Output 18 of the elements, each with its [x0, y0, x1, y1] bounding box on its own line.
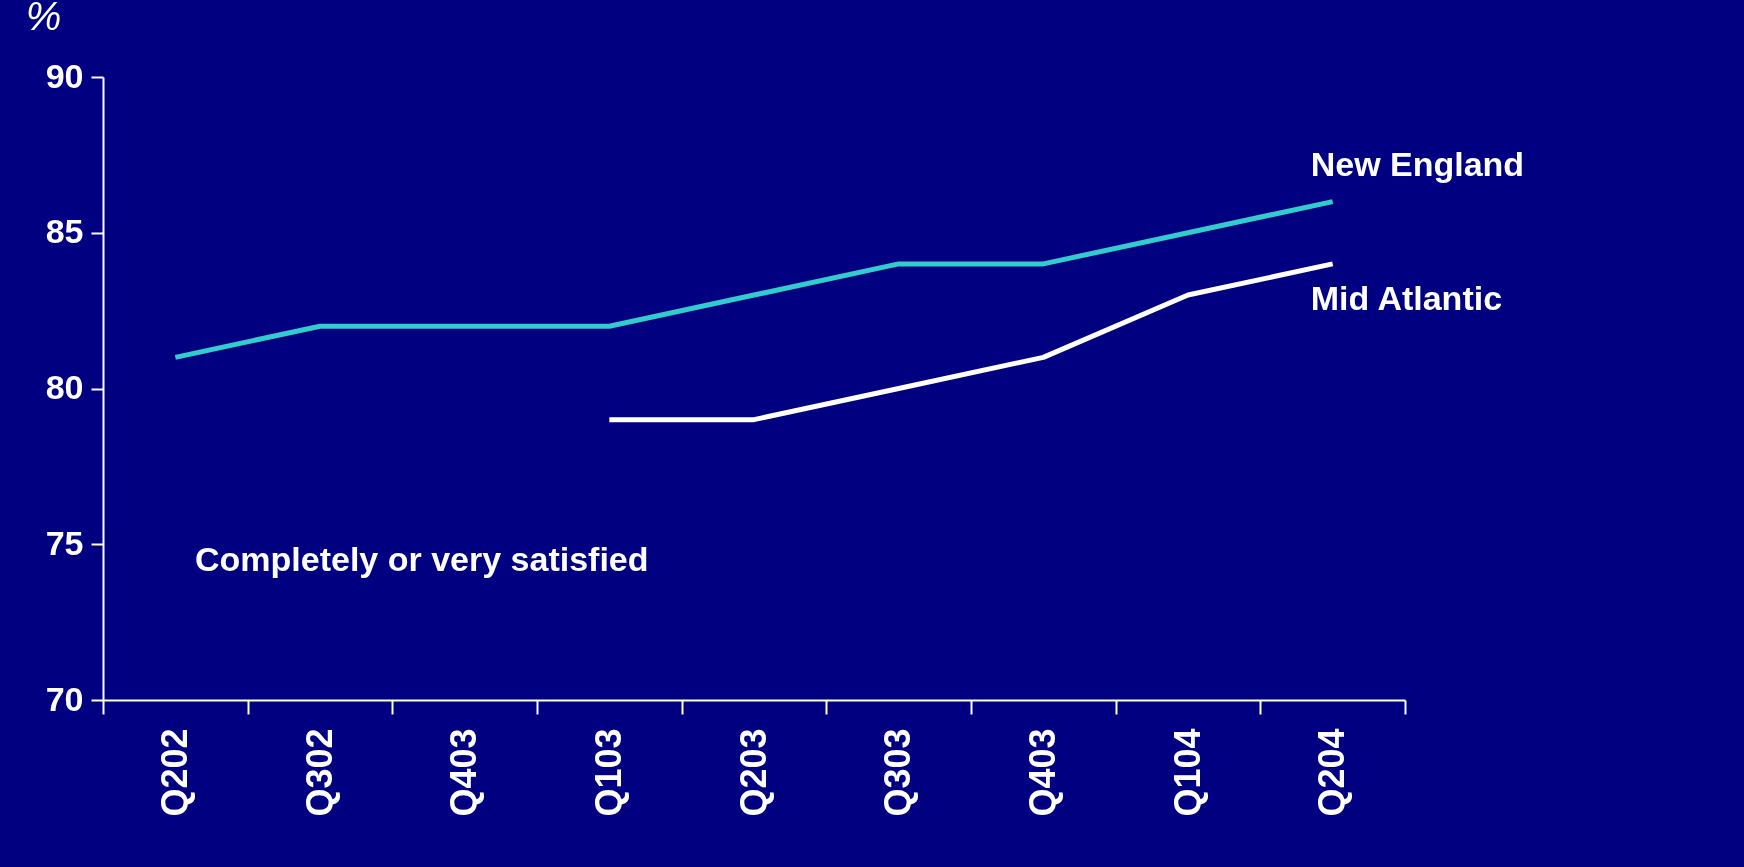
x-tick-label: Q204 [1311, 728, 1353, 817]
y-axis-title: % [25, 0, 62, 38]
x-tick-label: Q403 [443, 728, 485, 817]
x-tick-label: Q302 [298, 728, 340, 817]
x-tick-label: Q203 [732, 728, 774, 817]
y-tick-label: 90 [45, 56, 84, 95]
y-tick-label: 75 [45, 523, 84, 562]
series-label: New England [1310, 144, 1525, 183]
y-tick-label: 85 [45, 212, 84, 251]
x-tick-label: Q303 [877, 728, 919, 817]
annotation: Completely or very satisfied [195, 540, 649, 578]
y-tick-label: 70 [45, 679, 84, 718]
series-label: Mid Atlantic [1310, 278, 1503, 317]
x-tick-label: Q202 [153, 728, 195, 817]
x-tick-label: Q104 [1166, 728, 1208, 817]
y-tick-label: 80 [45, 368, 84, 406]
x-tick-label: Q103 [587, 728, 629, 817]
x-tick-label: Q403 [1021, 728, 1063, 817]
